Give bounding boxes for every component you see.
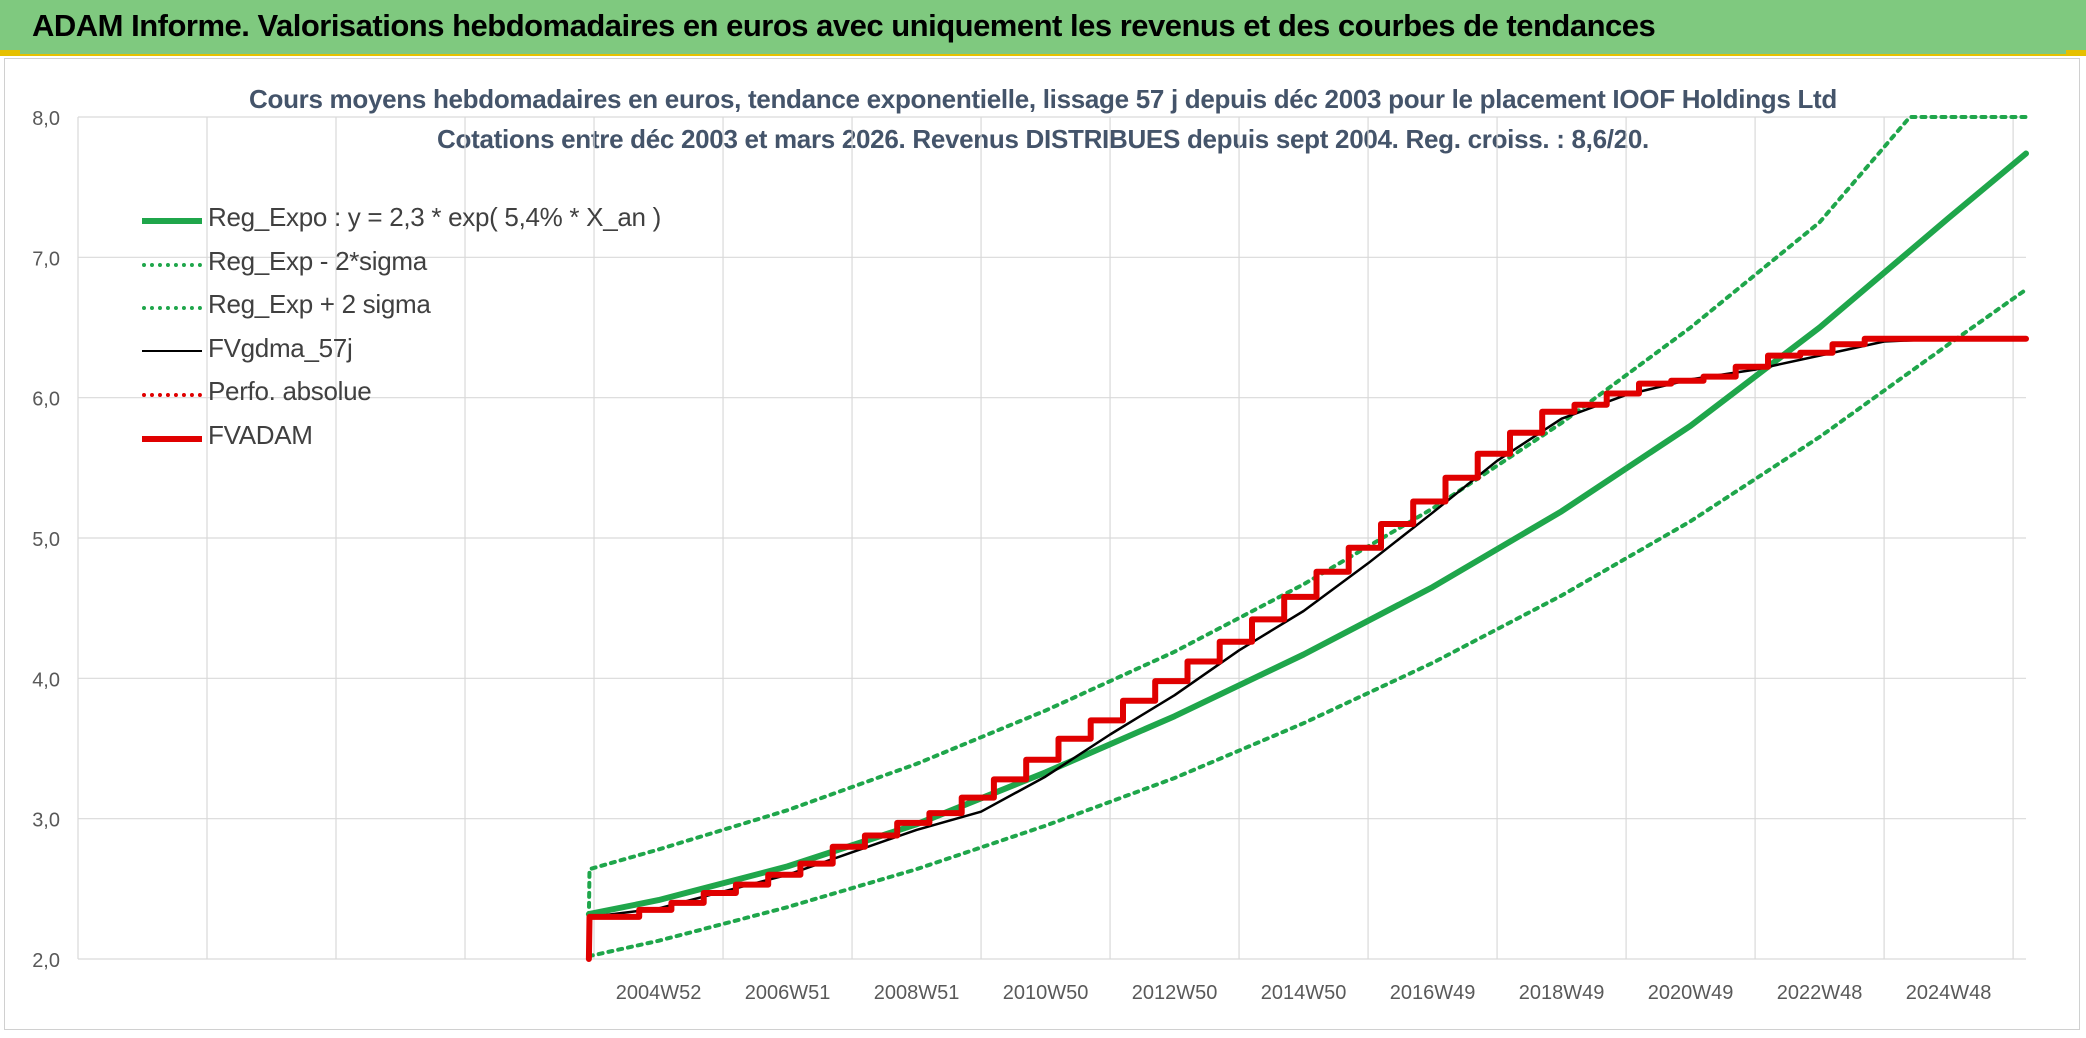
chart-title-line-1: Cours moyens hebdomadaires en euros, ten… bbox=[249, 84, 1837, 114]
legend-swatch bbox=[142, 306, 202, 310]
y-tick-label: 8,0 bbox=[32, 108, 60, 130]
legend-swatch bbox=[142, 218, 202, 224]
legend-label: FVgdma_57j bbox=[208, 332, 353, 363]
header-corner-right bbox=[2066, 50, 2086, 56]
header-corner-left bbox=[0, 50, 20, 56]
x-tick-label: 2008W51 bbox=[874, 982, 960, 1004]
chart-panel bbox=[4, 58, 2080, 1030]
x-tick-label: 2016W49 bbox=[1390, 982, 1476, 1004]
y-tick-label: 3,0 bbox=[32, 810, 60, 832]
series-line bbox=[586, 115, 2028, 919]
chart-title-line-2: Cotations entre déc 2003 et mars 2026. R… bbox=[437, 124, 1649, 154]
series-line bbox=[585, 150, 2029, 918]
x-tick-label: 2006W51 bbox=[745, 982, 831, 1004]
legend-swatch bbox=[142, 262, 202, 267]
y-tick-label: 5,0 bbox=[32, 529, 60, 551]
legend-swatch bbox=[142, 393, 202, 397]
report-header: ADAM Informe. Valorisations hebdomadaire… bbox=[0, 0, 2086, 56]
legend-label: FVADAM bbox=[208, 419, 313, 450]
x-tick-label: 2020W49 bbox=[1648, 982, 1734, 1004]
series-lines bbox=[585, 115, 2029, 962]
report-title: ADAM Informe. Valorisations hebdomadaire… bbox=[32, 8, 1656, 43]
x-tick-label: 2010W50 bbox=[1003, 982, 1089, 1004]
gridlines bbox=[77, 116, 2026, 960]
series-line bbox=[585, 335, 2029, 962]
series-line bbox=[589, 337, 2028, 919]
legend-swatch bbox=[142, 350, 202, 353]
y-tick-label: 2,0 bbox=[32, 950, 60, 972]
y-tick-label: 7,0 bbox=[32, 248, 60, 270]
series-line bbox=[586, 287, 2028, 959]
y-axis-tick-labels: 2,0 3,0 4,0 5,0 6,0 7,0 8,0 bbox=[32, 108, 60, 972]
x-tick-label: 2024W48 bbox=[1906, 982, 1992, 1004]
legend-label: Reg_Exp - 2*sigma bbox=[208, 245, 427, 276]
legend-label: Perfo. absolue bbox=[208, 376, 372, 406]
y-tick-label: 6,0 bbox=[32, 389, 60, 411]
x-tick-label: 2012W50 bbox=[1132, 982, 1218, 1004]
x-axis-tick-labels: 2004W52 2006W51 2008W51 2010W50 2012W50 2014W… bbox=[616, 982, 1992, 1004]
x-tick-label: 2004W52 bbox=[616, 982, 702, 1004]
x-tick-label: 2018W49 bbox=[1519, 982, 1605, 1004]
x-tick-label: 2014W50 bbox=[1261, 982, 1347, 1004]
legend-swatch bbox=[142, 435, 202, 442]
legend-label: Reg_Exp + 2 sigma bbox=[208, 289, 431, 319]
x-tick-label: 2022W48 bbox=[1777, 982, 1863, 1004]
legend-label: Reg_Expo : y = 2,3 * exp( 5,4% * X_an ) bbox=[208, 202, 661, 232]
y-tick-label: 4,0 bbox=[32, 669, 60, 691]
